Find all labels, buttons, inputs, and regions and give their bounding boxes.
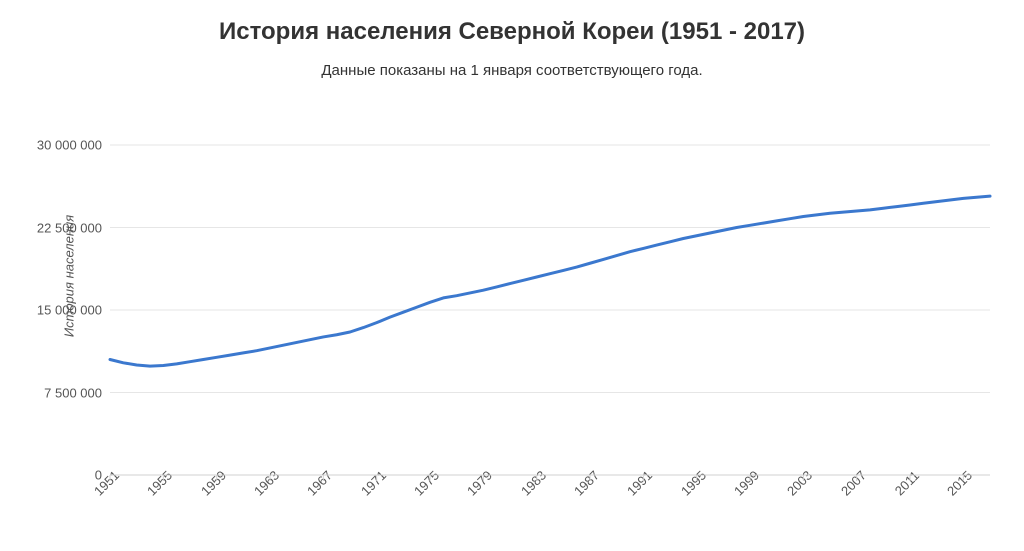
y-tick-label: 30 000 000 — [37, 138, 110, 153]
plot-area: 07 500 00015 000 00022 500 00030 000 000… — [110, 145, 990, 475]
y-tick-label: 22 500 000 — [37, 220, 110, 235]
series-line-population — [110, 196, 990, 366]
y-tick-label: 7 500 000 — [44, 385, 110, 400]
chart-subtitle: Данные показаны на 1 января соответствую… — [0, 62, 1024, 79]
chart-container: История населения Северной Кореи (1951 -… — [0, 0, 1024, 551]
chart-svg — [110, 145, 990, 475]
y-tick-label: 15 000 000 — [37, 303, 110, 318]
chart-title: История населения Северной Кореи (1951 -… — [0, 18, 1024, 46]
